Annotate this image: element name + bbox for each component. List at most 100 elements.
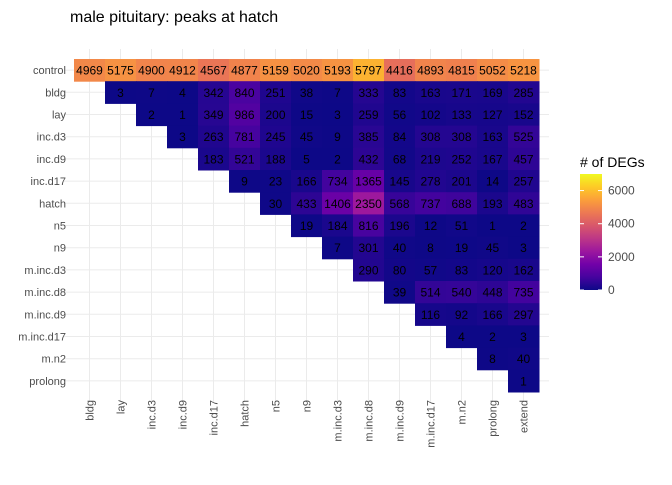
y-tick-label: m.inc.d17	[18, 332, 66, 344]
heatmap-cell	[384, 59, 416, 82]
legend-tick-label: 0	[608, 283, 615, 297]
cell-value-label: 40	[393, 241, 407, 255]
heatmap-cell	[508, 236, 540, 260]
heatmap-cell	[477, 192, 509, 215]
cell-value-label: 4416	[386, 64, 413, 78]
x-tick-label: extend	[519, 400, 531, 433]
cell-value-label: 45	[486, 241, 500, 255]
y-tick-label: m.inc.d8	[24, 287, 66, 299]
x-tick-label: inc.d17	[209, 400, 221, 435]
heatmap-cell	[477, 258, 509, 282]
heatmap-cell	[477, 214, 509, 238]
heatmap-cell	[508, 125, 540, 149]
heatmap-cell	[508, 103, 540, 127]
heatmap-cell	[260, 147, 292, 171]
heatmap-cell	[291, 170, 323, 193]
heatmap-cell	[105, 81, 137, 104]
heatmap-cell	[291, 192, 323, 215]
heatmap-cell	[198, 103, 230, 127]
heatmap-cell	[353, 236, 385, 260]
heatmap-cell	[446, 147, 478, 171]
heatmap-cell	[260, 125, 292, 149]
heatmap-cell	[446, 214, 478, 238]
cell-value-label: 5159	[262, 64, 289, 78]
cell-value-label: 737	[420, 197, 440, 211]
heatmap-cell	[74, 59, 106, 82]
cell-value-label: 184	[327, 219, 347, 233]
heatmap-cell	[384, 170, 416, 193]
y-tick-label: m.n2	[42, 354, 66, 366]
cell-value-label: 38	[300, 86, 314, 100]
cell-value-label: 457	[513, 152, 533, 166]
heatmap-cell	[446, 103, 478, 127]
y-tick-label: n5	[54, 221, 66, 233]
cell-value-label: 735	[513, 286, 533, 300]
y-tick-label: n9	[54, 243, 66, 255]
cell-value-label: 840	[234, 86, 254, 100]
cell-value-label: 2350	[355, 197, 382, 211]
cell-value-label: 5175	[107, 64, 134, 78]
heatmap-cell	[477, 125, 509, 149]
heatmap-cell	[477, 59, 509, 82]
heatmap-cell	[322, 125, 354, 149]
heatmap-cell	[291, 125, 323, 149]
cell-value-label: 308	[420, 130, 440, 144]
cell-value-label: 385	[358, 130, 378, 144]
cell-value-label: 83	[393, 86, 407, 100]
heatmap-cell	[446, 81, 478, 104]
heatmap-cell	[508, 81, 540, 104]
heatmap-cell	[446, 303, 478, 326]
heatmap-cell	[136, 103, 168, 127]
heatmap-cell	[353, 214, 385, 238]
y-axis-ticks: control bldg lay inc.d3 inc.d9 inc.d17 hatch n5…	[18, 65, 66, 388]
cell-value-label: 8	[489, 352, 496, 366]
heatmap-cell	[198, 59, 230, 82]
cell-value-label: 80	[393, 263, 407, 277]
cell-value-label: 781	[234, 130, 254, 144]
cell-value-label: 127	[482, 108, 502, 122]
heatmap-cell	[322, 103, 354, 127]
cell-value-label: 8	[427, 241, 434, 255]
heatmap-cell	[291, 103, 323, 127]
heatmap-cell	[384, 214, 416, 238]
heatmap-cell	[291, 147, 323, 171]
cell-value-label: 5218	[510, 64, 537, 78]
cell-value-label: 166	[296, 175, 316, 189]
heatmap-cell	[353, 147, 385, 171]
heatmap-cell	[291, 81, 323, 104]
heatmap-cell	[477, 103, 509, 127]
cell-value-label: 568	[389, 197, 409, 211]
cell-value-label: 5797	[355, 64, 382, 78]
cell-value-label: 2	[334, 152, 341, 166]
cell-value-label: 252	[451, 152, 471, 166]
y-tick-label: inc.d3	[37, 132, 66, 144]
cell-value-label: 116	[421, 308, 440, 322]
heatmap-cell	[198, 81, 230, 104]
heatmap-cell	[384, 147, 416, 171]
heatmap-cell	[384, 192, 416, 215]
heatmap-cell	[229, 170, 261, 193]
cell-value-label: 4893	[417, 64, 444, 78]
cell-value-label: 23	[269, 175, 283, 189]
y-tick-label: bldg	[45, 87, 66, 99]
x-tick-label: n9	[302, 400, 314, 412]
cell-value-label: 169	[482, 86, 502, 100]
heatmap-cell	[353, 125, 385, 149]
heatmap-cell	[477, 236, 509, 260]
cell-value-label: 986	[234, 108, 254, 122]
cell-value-label: 15	[300, 108, 314, 122]
cell-value-label: 166	[482, 308, 502, 322]
heatmap-cell	[353, 192, 385, 215]
heatmap-cell	[260, 59, 292, 82]
heatmap-cell	[384, 125, 416, 149]
cell-value-label: 4	[458, 330, 465, 344]
cell-value-label: 448	[482, 286, 502, 300]
heatmap-cell	[415, 192, 447, 215]
heatmap-cell	[446, 258, 478, 282]
cell-value-label: 263	[203, 130, 223, 144]
cell-value-label: 521	[234, 152, 254, 166]
cell-value-label: 183	[203, 152, 223, 166]
cell-value-label: 196	[389, 219, 409, 233]
heatmap-cell	[167, 103, 199, 127]
heatmap-cell	[415, 258, 447, 282]
